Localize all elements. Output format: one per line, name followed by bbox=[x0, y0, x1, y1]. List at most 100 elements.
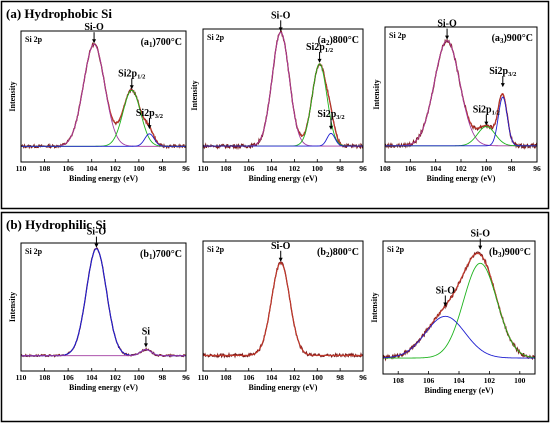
series-component-line bbox=[383, 262, 535, 359]
panel-a2: 110 108 106 104 102 100 98 96 Binding energy (eV… bbox=[190, 10, 367, 183]
x-tick-label: 108 bbox=[39, 373, 51, 382]
corner-label: Si 2p bbox=[25, 35, 43, 44]
arrow-head bbox=[278, 27, 283, 32]
arrow-head bbox=[278, 257, 283, 262]
series-component-line bbox=[203, 31, 363, 147]
x-tick-label: 108 bbox=[220, 373, 232, 382]
x-tick-label: 102 bbox=[455, 164, 467, 173]
series-data-line bbox=[21, 247, 186, 358]
series-component-line bbox=[385, 96, 537, 147]
curves bbox=[383, 251, 535, 362]
series-data-line bbox=[21, 41, 186, 150]
arrow-head bbox=[129, 85, 134, 90]
arrow-head bbox=[317, 58, 322, 63]
x-tick-label: 98 bbox=[508, 164, 516, 173]
section-a-frame bbox=[0, 0, 550, 210]
x-axis-label: Binding energy (eV) bbox=[69, 383, 138, 392]
peak-annotation: Si2p1/2 bbox=[118, 68, 145, 80]
panel-b3: 108 106 104 102 100 Binding energy (eV) Intens… bbox=[370, 229, 536, 395]
curves bbox=[21, 41, 186, 150]
curves bbox=[203, 261, 363, 359]
section-b-frame bbox=[0, 211, 550, 423]
section-a-title: (a) Hydrophobic Si bbox=[6, 6, 112, 21]
panel-b2: 110 108 106 104 102 100 98 96 Binding energy (eV… bbox=[198, 240, 367, 392]
arrow-head bbox=[484, 121, 489, 126]
x-tick-label: 104 bbox=[266, 373, 278, 382]
arrow-head bbox=[147, 125, 152, 130]
section-b-title: (b) Hydrophilic Si bbox=[6, 217, 107, 232]
x-tick-label: 106 bbox=[405, 164, 417, 173]
x-tick-label: 98 bbox=[159, 164, 167, 173]
x-tick-label: 102 bbox=[289, 373, 301, 382]
series-component-line bbox=[203, 63, 363, 147]
series-component-line bbox=[21, 43, 186, 147]
corner-label: Si 2p bbox=[207, 245, 225, 254]
y-axis-label: Intensity bbox=[8, 292, 17, 322]
y-axis-label: Intensity bbox=[372, 79, 381, 109]
peak-annotation: Si2p3/2 bbox=[317, 109, 344, 121]
series-fit-line bbox=[21, 248, 186, 357]
panel-b1: 110 108 106 104 102 100 98 96 Binding energy (eV… bbox=[8, 227, 190, 392]
peak-annotation: Si-O bbox=[436, 286, 456, 297]
x-tick-label: 96 bbox=[359, 164, 367, 173]
x-axis-label: Binding energy (eV) bbox=[249, 174, 318, 183]
x-tick-label: 104 bbox=[430, 164, 442, 173]
arrow-head bbox=[478, 245, 483, 250]
x-tick-label: 110 bbox=[16, 164, 27, 173]
curves bbox=[203, 29, 363, 151]
x-tick-label: 102 bbox=[110, 373, 122, 382]
x-tick-label: 100 bbox=[481, 164, 493, 173]
peak-annotation: Si-O bbox=[87, 227, 107, 238]
arrow-head bbox=[92, 39, 97, 44]
y-axis-label: Intensity bbox=[8, 81, 17, 111]
x-tick-label: 110 bbox=[16, 373, 27, 382]
x-tick-label: 104 bbox=[86, 164, 98, 173]
corner-label: Si 2p bbox=[389, 31, 407, 40]
peak-annotation: Si-O bbox=[471, 229, 491, 240]
peak-annotation: Si2p3/2 bbox=[489, 66, 516, 78]
series-component-line bbox=[385, 40, 537, 147]
x-tick-label: 108 bbox=[220, 164, 232, 173]
peak-annotation: Si-O bbox=[271, 241, 291, 252]
plot-frame bbox=[384, 26, 538, 163]
series-data-line bbox=[385, 38, 537, 150]
x-tick-label: 98 bbox=[336, 164, 344, 173]
x-tick-label: 110 bbox=[198, 164, 209, 173]
x-tick-label: 96 bbox=[359, 373, 367, 382]
x-tick-label: 100 bbox=[312, 373, 324, 382]
series-data-line bbox=[203, 261, 363, 359]
x-tick-label: 106 bbox=[423, 376, 435, 385]
x-tick-label: 96 bbox=[182, 373, 190, 382]
x-axis-label: Binding energy (eV) bbox=[69, 174, 138, 183]
series-fit-line bbox=[385, 40, 537, 147]
series-component-line bbox=[21, 349, 186, 357]
corner-label: Si 2p bbox=[25, 247, 43, 256]
arrow-head bbox=[500, 83, 505, 88]
series-data-line bbox=[203, 29, 363, 151]
panel-title: (a1)700°C bbox=[141, 37, 182, 49]
panel-a3: 108 106 104 102 100 98 96 Binding energy (eV) In… bbox=[372, 19, 541, 183]
panel-a1: 110 108 106 104 102 100 98 96 Binding energy (eV… bbox=[8, 22, 190, 183]
x-tick-label: 102 bbox=[289, 164, 301, 173]
x-tick-label: 96 bbox=[182, 164, 190, 173]
panel-title: (a3)900°C bbox=[492, 33, 533, 45]
series-fit-line bbox=[203, 262, 363, 356]
corner-label: Si 2p bbox=[207, 33, 225, 42]
peak-annotation: Si-O bbox=[271, 10, 291, 21]
x-tick-label: 104 bbox=[453, 376, 465, 385]
x-tick-label: 100 bbox=[312, 164, 324, 173]
x-tick-label: 108 bbox=[379, 164, 391, 173]
peak-annotation: Si bbox=[142, 326, 151, 337]
arrow-head bbox=[329, 125, 333, 130]
panels: 110 108 106 104 102 100 98 96 Binding energy (eV… bbox=[8, 10, 541, 395]
arrow-head bbox=[443, 302, 448, 307]
panel-title: (b1)700°C bbox=[140, 249, 182, 261]
x-axis-label: Binding energy (eV) bbox=[427, 174, 496, 183]
x-tick-label: 108 bbox=[393, 376, 405, 385]
panel-title: (b3)900°C bbox=[489, 247, 531, 259]
plot-frame bbox=[202, 28, 364, 163]
peak-annotation: Si-O bbox=[84, 22, 104, 33]
x-axis-label: Binding energy (eV) bbox=[425, 386, 494, 395]
